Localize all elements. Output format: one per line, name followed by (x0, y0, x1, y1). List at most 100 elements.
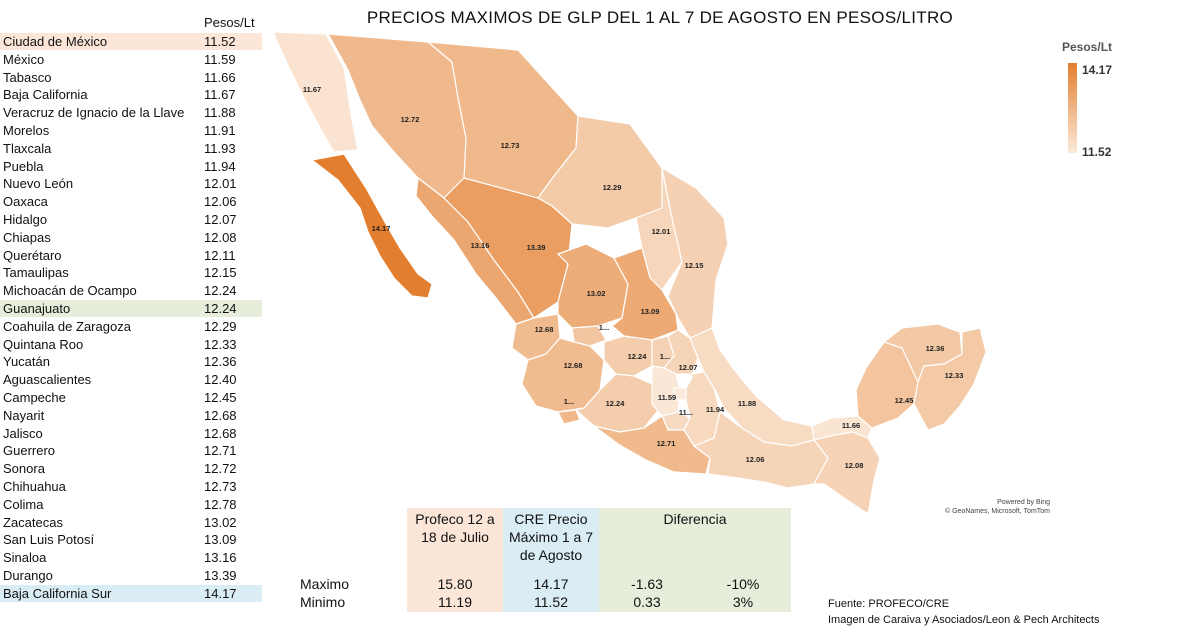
table-row: Jalisco 12.68 (0, 425, 262, 442)
state-name: Tamaulipas (3, 265, 69, 281)
chart-title: PRECIOS MAXIMOS DE GLP DEL 1 AL 7 DE AGO… (366, 8, 954, 27)
min-diff: 0.33 (633, 594, 661, 610)
region-value-label: 12.24 (606, 399, 626, 408)
table-row: Ciudad de México 11.52 (0, 33, 262, 50)
region-value-label: 11.67 (303, 85, 321, 94)
state-price: 12.15 (204, 265, 237, 281)
state-price: 12.33 (204, 336, 237, 352)
table-row: Querétaro 12.11 (0, 247, 262, 264)
max-pct: -10% (726, 576, 760, 592)
region-value-label: 1... (660, 352, 670, 361)
state-name: Tlaxcala (3, 140, 52, 156)
region-aguascalientes (571, 325, 607, 347)
region-value-label: 11... (679, 408, 693, 417)
table-row: Yucatán 12.36 (0, 353, 262, 370)
state-name: Zacatecas (3, 514, 63, 530)
max-profeco: 15.80 (437, 576, 473, 592)
min-profeco: 11.19 (438, 594, 472, 610)
region-value-label: 12.45 (895, 396, 914, 405)
max-diff: -1.63 (631, 576, 663, 592)
state-name: Morelos (3, 123, 50, 138)
state-price: 12.68 (204, 407, 237, 423)
state-price: 11.93 (204, 140, 236, 156)
state-name: Sinaloa (3, 550, 47, 566)
state-name: Ciudad de México (3, 34, 108, 49)
table-row: Campeche 12.45 (0, 389, 262, 406)
state-name: Tabasco (3, 69, 52, 85)
state-price: 12.08 (204, 229, 237, 245)
state-name: Chihuahua (3, 479, 66, 494)
state-price: 12.72 (204, 461, 237, 477)
state-price: 14.17 (204, 585, 237, 601)
cre-column-background (503, 508, 599, 612)
table-row: Zacatecas 13.02 (0, 514, 262, 531)
region-jalisco (521, 337, 605, 413)
table-row: Guerrero 12.71 (0, 442, 262, 459)
state-name: Nuevo León (3, 176, 74, 192)
map-attribution: Powered by Bing © GeoNames, Microsoft, T… (940, 498, 1050, 516)
state-price: 12.36 (204, 354, 237, 370)
state-name: Colima (3, 496, 44, 512)
region-durango (443, 177, 573, 319)
region-value-label: 12.72 (401, 115, 420, 124)
state-price: 13.39 (204, 568, 237, 583)
attribution-powered-by: Powered by Bing (997, 499, 1050, 506)
table-row: Nayarit 12.68 (0, 407, 262, 424)
state-name: Coahuila de Zaragoza (3, 318, 131, 334)
table-row: Sinaloa 13.16 (0, 549, 262, 566)
state-name: Guanajuato (3, 301, 71, 316)
table-row: Michoacán de Ocampo 12.24 (0, 282, 262, 299)
region-value-label: 12.29 (603, 183, 622, 192)
region-colima (557, 409, 581, 425)
region-value-label: 11.66 (842, 421, 860, 430)
region-value-label: 12.01 (652, 227, 671, 236)
region-value-label: 12.71 (657, 439, 676, 448)
region-value-label: 14.17 (372, 224, 391, 233)
legend-min-value: 11.52 (1082, 145, 1112, 159)
region-baja-california (272, 31, 359, 153)
region-value-label: 12.33 (945, 371, 964, 380)
max-cre: 14.17 (533, 576, 569, 592)
table-row: Baja California Sur 14.17 (0, 584, 262, 602)
state-price: 11.91 (204, 123, 236, 138)
table-row: Tamaulipas 12.15 (0, 264, 262, 281)
table-row: Nuevo León 12.01 (0, 175, 262, 192)
table-row: Baja California 11.67 (0, 86, 262, 103)
state-name: Durango (3, 568, 53, 583)
region-value-label: 12.24 (628, 352, 648, 361)
attribution-credits: © GeoNames, Microsoft, TomTom (945, 508, 1050, 515)
state-price: 13.09 (204, 532, 237, 548)
state-price: 12.68 (204, 425, 237, 441)
state-price: 12.29 (204, 318, 237, 334)
row-label-maximo: Maximo (300, 576, 350, 592)
map-regions (272, 31, 987, 516)
diferencia-column-background (599, 508, 791, 612)
region-guanajuato (603, 335, 653, 377)
map-labels: 11.67 14.17 12.72 12.73 12.29 12.01 12.15 13.16… (303, 85, 964, 470)
state-price: 12.24 (204, 301, 237, 316)
header-cre: CRE Precio Máximo 1 a 7 de Agosto (508, 511, 594, 563)
table-row: Chihuahua 12.73 (0, 478, 262, 495)
header-profeco: Profeco 12 a 18 de Julio (415, 511, 495, 545)
region-value-label: 1... (599, 323, 609, 332)
region-value-label: 12.06 (746, 455, 765, 464)
state-price: 12.45 (204, 390, 237, 405)
state-price: 12.71 (204, 443, 237, 459)
state-price: 13.02 (204, 514, 237, 530)
region-value-label: 12.36 (926, 344, 945, 353)
legend-title: Pesos/Lt (1062, 40, 1113, 54)
region-value-label: 13.09 (641, 307, 660, 316)
state-name: Guerrero (3, 443, 56, 459)
region-value-label: 11.59 (658, 393, 676, 402)
state-name: Campeche (3, 390, 66, 405)
table-row: Quintana Roo 12.33 (0, 336, 262, 353)
region-value-label: 12.08 (845, 461, 864, 470)
table-row: San Luis Potosí 13.09 (0, 531, 262, 548)
state-price: 12.06 (204, 194, 237, 210)
table-row: Tlaxcala 11.93 (0, 140, 262, 157)
table-row: Chiapas 12.08 (0, 229, 262, 246)
state-name: Yucatán (3, 354, 50, 370)
state-name: Jalisco (3, 425, 43, 441)
profeco-column-background (407, 508, 503, 612)
state-price: 12.01 (204, 176, 237, 192)
